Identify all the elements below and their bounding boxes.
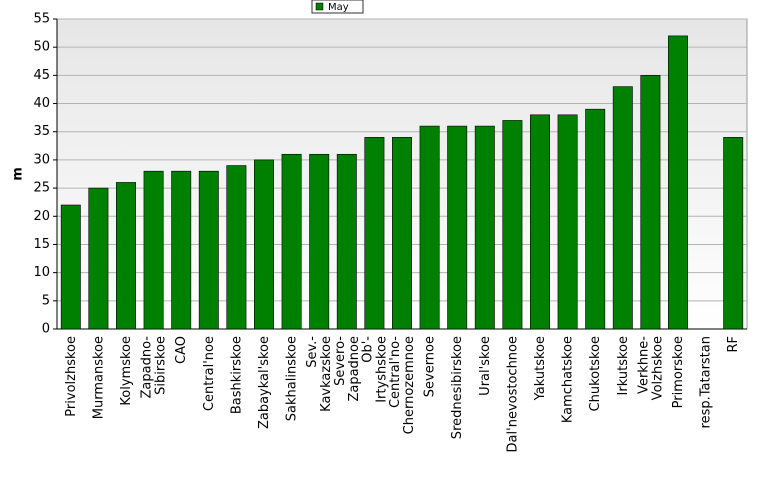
- x-tick-label: Central'noe: [201, 336, 216, 411]
- x-tick-label: RF: [726, 336, 741, 353]
- x-tick-label: Irkutskoe: [615, 336, 630, 395]
- x-tick-label: Kolymskoe: [119, 336, 134, 406]
- y-tick-label: 10: [33, 265, 50, 280]
- bar: [419, 125, 440, 330]
- x-tick-label: Zabaykal'skoe: [257, 336, 272, 429]
- bar: [88, 187, 109, 330]
- legend-label: May: [328, 2, 349, 13]
- x-tick-label: Ural'skoe: [477, 336, 492, 396]
- bar: [171, 170, 192, 330]
- bar: [474, 125, 495, 330]
- x-tick-label: Bashkirskoe: [229, 336, 244, 414]
- bar: [254, 159, 274, 330]
- x-tick-label: resp.Tatarstan: [698, 336, 713, 428]
- x-tick-label: Ob'-Irtyshskoe: [360, 336, 389, 403]
- bar: [447, 125, 468, 330]
- x-tick-label: Verkhne-Volzhskoe: [636, 336, 665, 401]
- x-tick-label: Primorskoe: [671, 336, 686, 408]
- bar: [530, 114, 550, 330]
- y-tick-label: 55: [33, 12, 50, 27]
- x-tick-label: Murmanskoe: [91, 336, 106, 419]
- bar: [60, 204, 81, 330]
- bar: [668, 35, 688, 330]
- x-tick-label: Central'no-Chernozemnoe: [388, 336, 417, 435]
- bar: [309, 153, 330, 330]
- bar: [336, 153, 357, 330]
- y-tick-label: 15: [33, 237, 50, 252]
- legend: May: [311, 0, 364, 14]
- x-tick-label: Dal'nevostochnoe: [505, 336, 520, 452]
- x-tick-label: Yakutskoe: [533, 336, 548, 401]
- y-tick-label: 5: [42, 293, 50, 308]
- y-tick-label: 0: [42, 322, 50, 337]
- x-tick-label: Chukotskoe: [588, 336, 603, 411]
- y-axis-label: m: [11, 167, 26, 181]
- bar: [226, 165, 247, 330]
- x-tick-label: Sakhalinskoe: [284, 336, 299, 421]
- bar: [364, 137, 385, 330]
- legend-box: [311, 0, 364, 14]
- x-tick-label: Sev.-Kavkazskoe: [305, 336, 334, 412]
- bar: [557, 114, 578, 330]
- bar: [612, 86, 633, 330]
- y-tick-label: 35: [33, 124, 50, 139]
- bar: [143, 170, 164, 330]
- bar: [640, 75, 661, 330]
- x-tick-label: Privolzhskoe: [63, 336, 78, 417]
- bar: [723, 137, 744, 330]
- bar: [502, 120, 523, 330]
- bar: [281, 153, 302, 330]
- bar: [198, 170, 219, 330]
- legend-swatch: [315, 2, 324, 11]
- y-tick-label: 20: [33, 209, 50, 224]
- y-tick-label: 50: [33, 40, 50, 55]
- y-tick-label: 40: [33, 96, 50, 111]
- bar: [585, 108, 606, 330]
- bar: [116, 182, 136, 330]
- x-tick-label: CAO: [174, 336, 189, 364]
- y-tick-label: 45: [33, 68, 50, 83]
- y-tick-label: 25: [33, 181, 50, 196]
- bar: [392, 137, 412, 330]
- x-tick-label: Severo-Zapadnoe: [332, 336, 361, 402]
- x-tick-label: Srednesibirskoe: [450, 336, 465, 439]
- x-tick-label: Severnoe: [422, 336, 437, 397]
- x-tick-label: Zapadno-Sibirskoe: [139, 336, 168, 399]
- y-tick-label: 30: [33, 152, 50, 167]
- x-tick-label: Kamchatskoe: [560, 336, 575, 423]
